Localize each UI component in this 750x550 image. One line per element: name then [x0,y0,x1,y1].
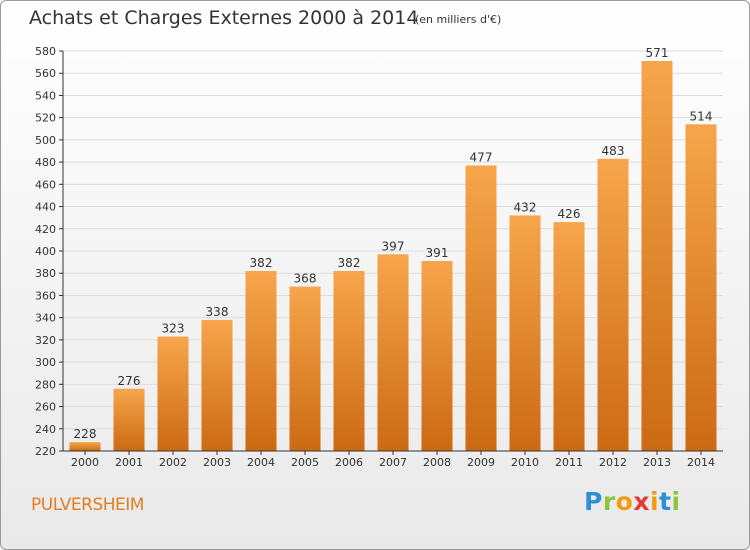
commune-name: PULVERSHEIM [31,495,144,515]
y-tick-label: 460 [35,178,56,191]
y-tick-label: 320 [35,334,56,347]
chart-subtitle: (en milliers d'€) [415,13,502,26]
data-label: 477 [470,150,493,164]
bar-2000 [69,442,101,451]
y-tick-label: 260 [35,401,56,414]
y-tick-label: 360 [35,289,56,302]
y-tick-label: 400 [35,245,56,258]
axes [59,50,723,455]
data-label: 228 [74,427,97,441]
bar-2009 [465,165,497,451]
y-tick-label: 220 [35,445,56,458]
y-tick-label: 380 [35,267,56,280]
y-tick-label: 440 [35,201,56,214]
y-tick-label: 580 [35,45,56,58]
y-tick-label: 480 [35,156,56,169]
bar-2006 [333,271,365,451]
bar-2005 [289,286,321,451]
bar-2012 [597,158,629,451]
bar-2014 [685,124,717,451]
x-tick-label: 2001 [115,456,143,469]
y-tick-label: 420 [35,223,56,236]
bar-2003 [201,319,233,451]
logo-letter: i [650,487,660,516]
x-tick-label: 2008 [423,456,451,469]
y-tick-label: 540 [35,89,56,102]
y-tick-label: 560 [35,67,56,80]
bar-2007 [377,254,409,451]
x-tick-label: 2005 [291,456,319,469]
bar-2011 [553,222,585,451]
bar-2001 [113,388,145,451]
chart-title: Achats et Charges Externes 2000 à 2014 [29,7,419,29]
data-label: 483 [602,144,625,158]
x-tick-label: 2002 [159,456,187,469]
x-tick-label: 2004 [247,456,275,469]
x-tick-label: 2000 [71,456,99,469]
data-label: 368 [294,272,317,286]
logo-letter: P [584,487,603,516]
data-label: 514 [690,109,713,123]
y-tick-label: 280 [35,378,56,391]
x-tick-label: 2007 [379,456,407,469]
proxiti-logo: Proxiti [584,487,681,516]
data-label: 432 [514,200,537,214]
x-tick-label: 2003 [203,456,231,469]
x-tick-label: 2014 [687,456,715,469]
bar-2004 [245,271,277,451]
logo-letter: i [671,487,681,516]
y-tick-label: 520 [35,112,56,125]
y-tick-label: 300 [35,356,56,369]
data-label: 397 [382,239,405,253]
logo-letter: o [615,487,634,516]
bar-2008 [421,261,453,451]
data-label: 382 [250,256,273,270]
logo-letter: x [633,487,650,516]
y-tick-label: 500 [35,134,56,147]
bar-2010 [509,215,541,451]
x-tick-label: 2013 [643,456,671,469]
data-label: 276 [118,374,141,388]
logo-letter: r [602,487,616,516]
data-label: 323 [162,322,185,336]
x-tick-label: 2011 [555,456,583,469]
data-label: 426 [558,207,581,221]
data-label: 571 [646,46,669,60]
y-tick-label: 240 [35,423,56,436]
x-tick-label: 2006 [335,456,363,469]
data-label: 338 [206,305,229,319]
y-tick-label: 340 [35,312,56,325]
bar-2002 [157,336,189,451]
labels: 220 240 260 280 300 320 340 360 380 400 420 440 460 4… [35,45,715,469]
data-label: 391 [426,246,449,260]
bar-2013 [641,61,673,451]
x-tick-label: 2012 [599,456,627,469]
x-tick-label: 2010 [511,456,539,469]
x-tick-label: 2009 [467,456,495,469]
bars [69,61,717,451]
data-label: 382 [338,256,361,270]
logo-letter: t [659,487,672,516]
